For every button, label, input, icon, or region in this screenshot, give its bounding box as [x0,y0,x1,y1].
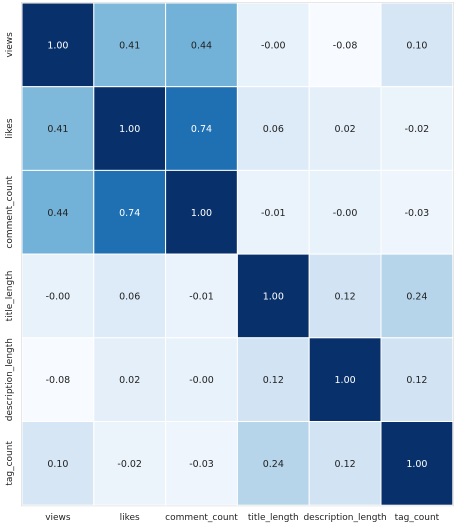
x-tick-label: comment_count [165,513,238,523]
cell-value-label: 0.41 [119,40,140,51]
cell-value-label: 0.02 [119,375,140,386]
heatmap-cell-views-title_length [236,2,310,88]
heatmap-cell-comment_count-description_length [308,169,382,255]
x-tick-label: title_length [248,513,299,523]
cell-value-label: 1.00 [191,208,212,219]
cell-value-label: -0.02 [405,124,430,135]
heatmap-cell-views-views [21,2,95,88]
x-tick-label: description_length [303,513,386,523]
heatmap-cell-comment_count-title_length [236,169,310,255]
heatmap-cell-views-comment_count [165,2,238,88]
cell-value-label: -0.08 [333,40,358,51]
cell-value-label: -0.08 [46,375,71,386]
cell-value-label: -0.00 [189,375,214,386]
y-tick-label: description_length [5,338,15,421]
cell-value-label: 0.10 [406,40,427,51]
y-tick-label: comment_count [5,175,15,248]
cell-value-label: -0.00 [261,40,286,51]
heatmap-cell-views-likes [93,2,167,88]
cell-value-label: 0.24 [406,291,427,302]
cell-value-label: 1.00 [335,375,356,386]
x-tick-label: likes [120,513,140,523]
y-tick-label: title_length [5,271,15,322]
cell-value-label: 0.06 [263,124,284,135]
heatmap-cell-likes-description_length [308,86,382,171]
heatmap-cell-comment_count-views [21,169,95,255]
heatmap-cell-description_length-tag_count [380,337,454,422]
heatmap-cell-title_length-views [21,253,95,339]
heatmap-cell-description_length-likes [93,337,167,422]
heatmap-cell-tag_count-tag_count [380,421,454,506]
heatmap-cell-title_length-title_length [236,253,310,339]
heatmap-cell-title_length-comment_count [165,253,238,339]
cell-value-label: -0.01 [189,291,214,302]
cell-value-label: 0.12 [335,459,356,470]
heatmap-cell-tag_count-description_length [308,421,382,506]
cell-value-label: 0.12 [335,291,356,302]
cell-value-label: -0.03 [189,459,214,470]
cell-value-label: 0.06 [119,291,140,302]
cell-value-label: 0.44 [191,40,212,51]
cell-value-label: 0.41 [47,124,68,135]
heatmap-cell-description_length-title_length [236,337,310,422]
heatmap-cell-likes-comment_count [165,86,238,171]
cell-value-label: 0.02 [335,124,356,135]
cell-value-label: 0.10 [47,459,68,470]
cell-value-label: 0.74 [119,208,140,219]
cell-value-label: 1.00 [263,291,284,302]
heatmap-cell-comment_count-tag_count [380,169,454,255]
heatmap-cell-title_length-likes [93,253,167,339]
cell-value-label: -0.00 [46,291,71,302]
heatmap-cell-tag_count-title_length [236,421,310,506]
y-tick-label: tag_count [5,441,15,486]
y-tick-label: views [5,32,15,58]
heatmap-cell-views-description_length [308,2,382,88]
cell-value-label: -0.01 [261,208,286,219]
cell-value-label: -0.02 [117,459,142,470]
heatmap-cell-description_length-comment_count [165,337,238,422]
cell-value-label: 0.44 [47,208,68,219]
y-tick-label: likes [5,118,15,138]
heatmap-cell-tag_count-comment_count [165,421,238,506]
heatmap-cell-title_length-tag_count [380,253,454,339]
cell-value-label: 0.24 [263,459,284,470]
cell-value-label: 0.12 [263,375,284,386]
cell-value-label: 1.00 [119,124,140,135]
cell-value-label: -0.03 [405,208,430,219]
heatmap-cell-likes-views [21,86,95,171]
cell-value-label: 1.00 [406,459,427,470]
x-tick-label: views [45,513,71,523]
cell-value-label: -0.00 [333,208,358,219]
cell-value-label: 0.74 [191,124,212,135]
heatmap-cell-comment_count-comment_count [165,169,238,255]
x-tick-label: tag_count [395,513,440,523]
cell-value-label: 0.12 [406,375,427,386]
heatmap-cell-likes-tag_count [380,86,454,171]
cell-value-label: 1.00 [47,40,68,51]
